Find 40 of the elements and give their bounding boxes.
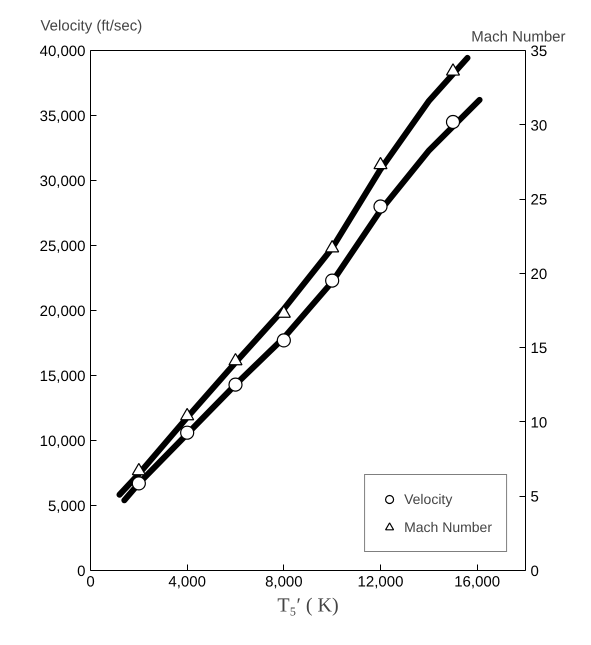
legend-label: Velocity bbox=[404, 491, 452, 507]
point bbox=[228, 352, 243, 366]
point bbox=[276, 305, 291, 318]
y2-tick-label: 25 bbox=[530, 192, 548, 209]
y2-tick-label: 35 bbox=[530, 43, 548, 60]
y2-tick-label: 5 bbox=[530, 488, 539, 506]
point bbox=[325, 274, 340, 288]
y-tick-label: 10,000 bbox=[40, 433, 86, 450]
y-tick-label: 35,000 bbox=[40, 108, 86, 125]
y-tick-label: 40,000 bbox=[40, 43, 86, 60]
point bbox=[180, 408, 194, 420]
y-tick-label: 5,000 bbox=[48, 498, 86, 515]
y2-tick-label: 20 bbox=[530, 266, 548, 283]
y2-tick-label: 10 bbox=[530, 414, 548, 432]
y-tick-label: 20,000 bbox=[40, 303, 86, 320]
x-tick-label: 4,000 bbox=[168, 574, 206, 590]
point bbox=[325, 240, 340, 252]
x-axis-title: T₅′ ( K) bbox=[277, 594, 339, 616]
point bbox=[446, 63, 460, 76]
y-tick-label: 0 bbox=[77, 563, 86, 580]
y-tick-label: 25,000 bbox=[40, 238, 86, 255]
y-tick-label: 30,000 bbox=[40, 173, 86, 190]
point bbox=[276, 333, 291, 348]
y2-tick-label: 0 bbox=[530, 563, 539, 580]
y-axis-title: Velocity (ft/sec) bbox=[40, 18, 142, 34]
legend-label: Mach Number bbox=[404, 519, 492, 535]
point bbox=[132, 462, 146, 476]
x-tick-label: 12,000 bbox=[358, 574, 404, 590]
x-tick-label: 8,000 bbox=[265, 574, 303, 590]
point bbox=[373, 156, 388, 170]
y2-tick-label: 15 bbox=[530, 340, 548, 358]
point bbox=[446, 114, 460, 130]
x-tick-label: 16,000 bbox=[454, 574, 500, 590]
y-tick-label: 15,000 bbox=[40, 368, 86, 385]
y2-axis-title: Mach Number bbox=[471, 28, 566, 46]
point bbox=[132, 476, 146, 490]
point bbox=[180, 426, 194, 440]
y2-tick-label: 30 bbox=[530, 117, 548, 134]
point bbox=[228, 378, 243, 392]
point bbox=[373, 199, 388, 214]
